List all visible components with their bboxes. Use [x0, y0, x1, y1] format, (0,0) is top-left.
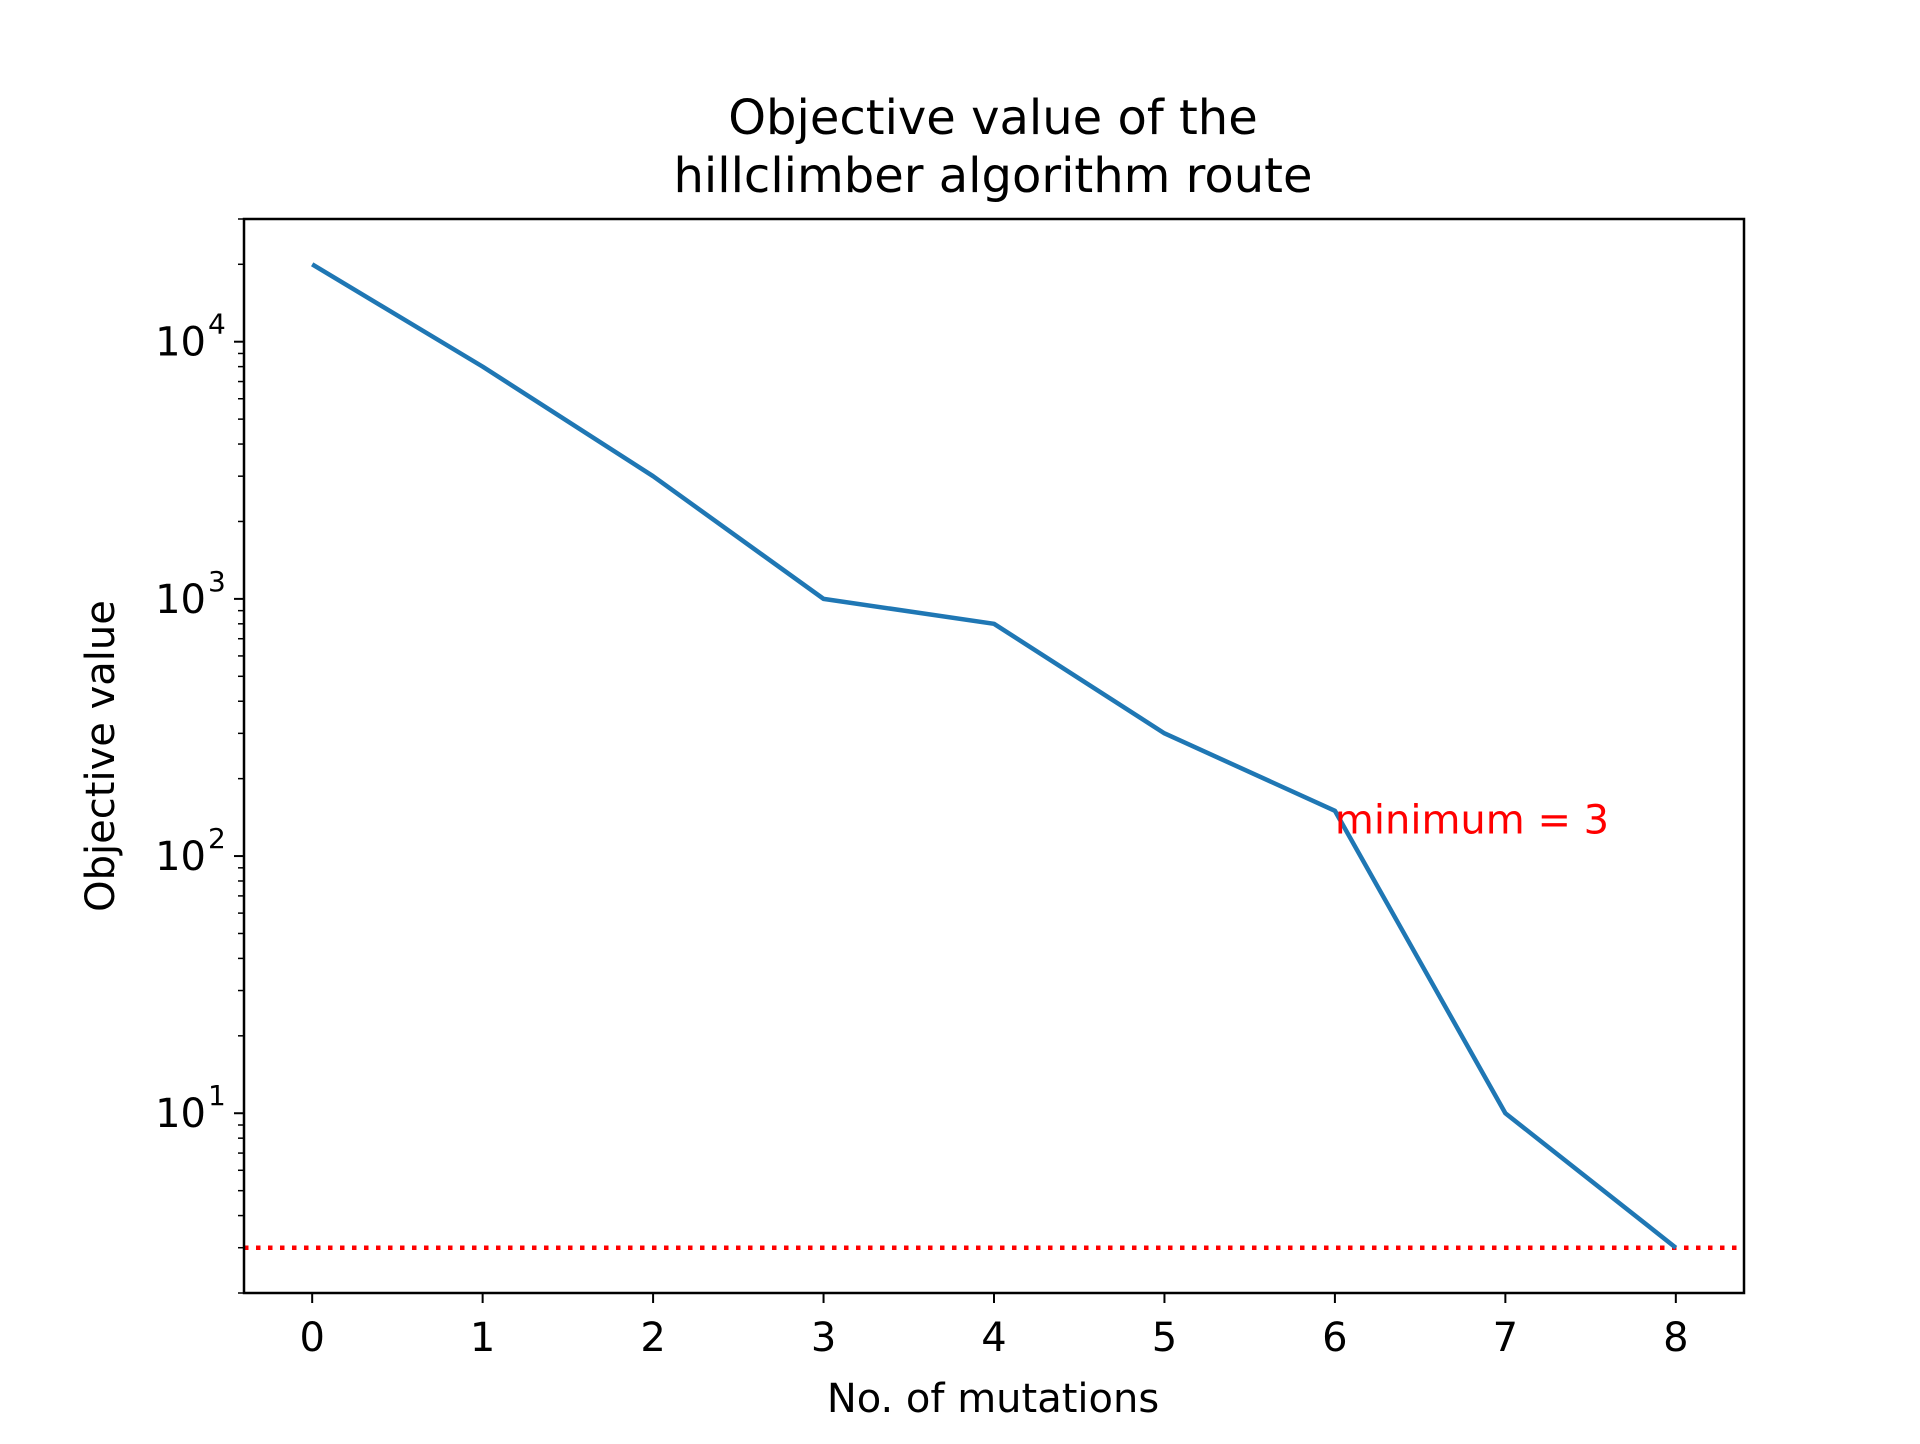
y-axis-label: Objective value — [78, 600, 124, 912]
x-tick-label: 3 — [811, 1315, 836, 1361]
x-tick-label: 6 — [1322, 1315, 1347, 1361]
x-tick-label: 0 — [299, 1315, 324, 1361]
y-tick-exponent: 4 — [208, 308, 226, 341]
chart-title-line-2: hillclimber algorithm route — [674, 148, 1313, 204]
y-tick-label: 10 — [155, 1091, 206, 1137]
x-axis-label: No. of mutations — [827, 1376, 1159, 1422]
x-tick-label: 7 — [1493, 1315, 1518, 1361]
chart-title-line-1: Objective value of the — [728, 90, 1258, 146]
minimum-annotation: minimum = 3 — [1335, 797, 1609, 843]
x-tick-label: 4 — [981, 1315, 1006, 1361]
x-tick-label: 2 — [640, 1315, 665, 1361]
y-tick-exponent: 1 — [208, 1079, 226, 1112]
plot-area: minimum = 3 — [244, 262, 1744, 1250]
x-tick-label: 1 — [470, 1315, 495, 1361]
y-tick-label: 10 — [155, 577, 206, 623]
y-tick-label: 10 — [155, 834, 206, 880]
x-tick-label: 8 — [1663, 1315, 1688, 1361]
y-tick-exponent: 2 — [208, 822, 226, 855]
series-line-0 — [311, 262, 1678, 1250]
y-tick-exponent: 3 — [208, 565, 226, 598]
y-tick-label: 10 — [155, 320, 206, 366]
x-tick-label: 5 — [1152, 1315, 1177, 1361]
